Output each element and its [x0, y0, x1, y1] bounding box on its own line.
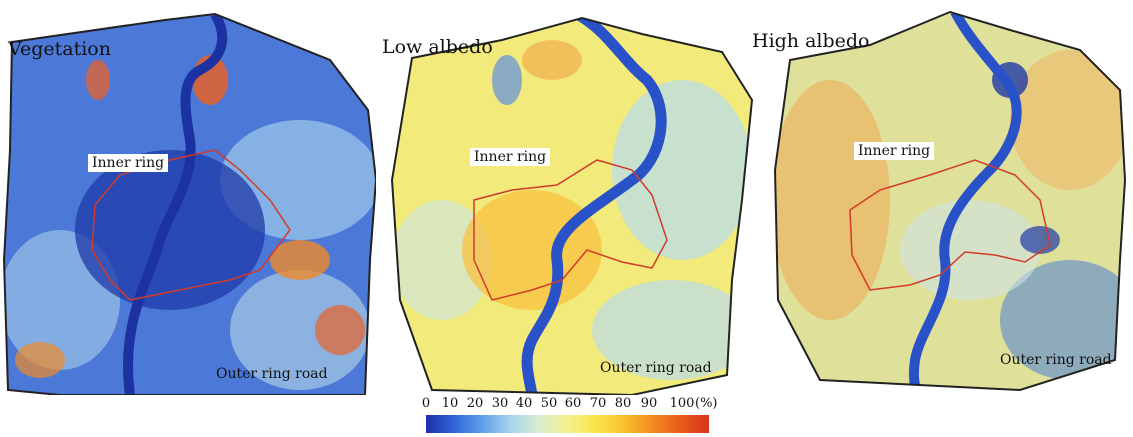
panel-title-vegetation: Vegetation: [8, 38, 111, 60]
colorbar-tick: 90: [640, 396, 658, 411]
outer-ring-label-high-albedo: Outer ring road: [1000, 352, 1112, 368]
colorbar-tick: 80: [614, 396, 632, 411]
colorbar-tick: 50: [540, 396, 558, 411]
colorbar-tick: 100: [669, 396, 695, 411]
colorbar-tick: 40: [515, 396, 533, 411]
outer-ring-label-vegetation: Outer ring road: [216, 366, 328, 382]
map-vegetation: [2, 12, 376, 395]
inner-ring-label-vegetation: Inner ring: [88, 154, 169, 172]
colorbar-tick: 20: [466, 396, 484, 411]
colorbar-tick: 30: [491, 396, 509, 411]
panel-title-high-albedo: High albedo: [752, 30, 870, 52]
panel-title-low-albedo: Low albedo: [382, 36, 493, 58]
colorbar-tick: 10: [441, 396, 459, 411]
colorbar-tick: 70: [589, 396, 607, 411]
colorbar-tick: 60: [564, 396, 582, 411]
colorbar-gradient: [426, 415, 709, 433]
inner-ring-label-high-albedo: Inner ring: [854, 142, 935, 160]
colorbar-tick: 0: [421, 396, 431, 411]
colorbar-unit: (%): [695, 396, 718, 411]
inner-ring-label-low-albedo: Inner ring: [470, 148, 551, 166]
outer-ring-label-low-albedo: Outer ring road: [600, 360, 712, 376]
map-low-albedo: [390, 16, 754, 395]
map-high-albedo: [773, 10, 1127, 392]
colorbar-legend: 0 10 20 30 40 50 60 70 80 90 100 (%): [420, 395, 720, 437]
